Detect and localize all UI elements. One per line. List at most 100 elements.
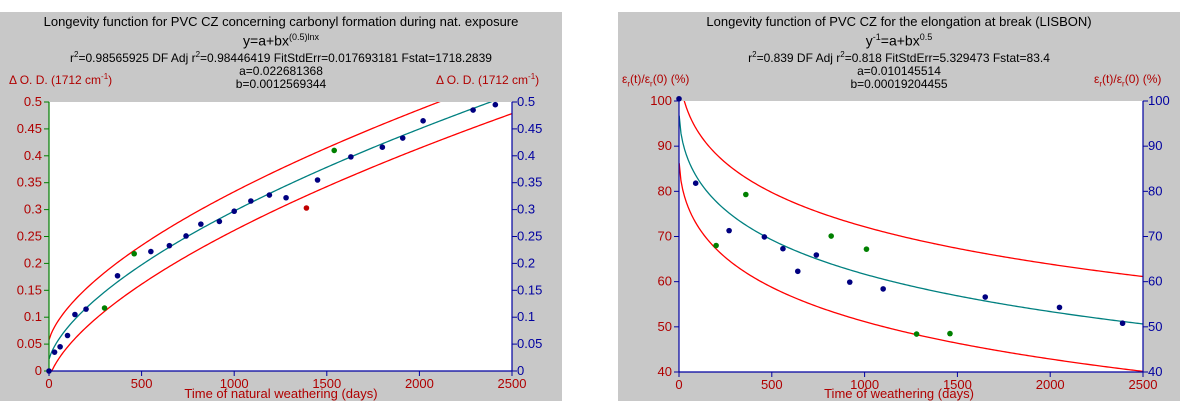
y-tick-label-left: 0.45	[17, 121, 42, 136]
x-tick-label: 1500	[312, 376, 341, 391]
outlier-point	[131, 250, 137, 257]
y-tick-label-left: 0.15	[17, 282, 42, 297]
y-tick-label-right: 0.4	[517, 148, 535, 163]
coefficient-a: a=0.022681368	[239, 64, 323, 78]
y-tick-label-right: 0.45	[517, 121, 542, 136]
fit-statistics: r2=0.98565925 DF Adj r2=0.98446419 FitSt…	[70, 50, 492, 65]
data-point	[83, 306, 89, 312]
data-point	[348, 154, 354, 160]
data-point	[51, 349, 58, 355]
y-axis-label-left: εr(t)/εr(0) (%)	[622, 72, 690, 89]
y-tick-label-right: 80	[1148, 183, 1162, 198]
y-axis-label-right: εr(t)/εr(0) (%)	[1094, 72, 1162, 89]
data-point	[761, 234, 768, 240]
y-tick-label-left: 40	[658, 364, 672, 379]
y-tick-label-right: 50	[1148, 319, 1162, 334]
data-point	[1056, 304, 1063, 311]
lower-prediction-band	[51, 113, 512, 371]
data-point	[72, 311, 78, 318]
fit-curve	[49, 102, 493, 360]
data-point	[64, 332, 71, 339]
outlier-point	[331, 147, 338, 154]
chart-panel-right: Longevity function of PVC CZ for the elo…	[618, 12, 1180, 401]
data-point	[676, 95, 682, 102]
y-tick-label-left: 0.35	[17, 175, 42, 190]
y-tick-label-left: 0.05	[17, 336, 42, 351]
chart-plot-left: 0 00.05 0.050.1 0.10.15 0.150.2 0.20.25 0.250.…	[17, 94, 543, 391]
y-axis-label-left: Δ O. D. (1712 cm-1)	[9, 72, 113, 87]
y-tick-label-left: 0.5	[24, 94, 42, 109]
data-point	[399, 135, 406, 141]
data-point	[420, 118, 426, 124]
data-point	[314, 177, 321, 183]
y-tick-label-left: 60	[658, 274, 672, 289]
data-point	[114, 272, 121, 279]
y-tick-label-left: 90	[658, 138, 672, 153]
data-point	[794, 268, 801, 275]
data-point	[198, 221, 204, 227]
plot-area	[679, 101, 1143, 372]
y-tick-label-left: 80	[658, 183, 672, 198]
data-point	[183, 233, 189, 239]
data-point	[46, 368, 52, 374]
fit-equation: y-1=a+bx0.5	[865, 32, 933, 49]
outlier-point	[101, 305, 108, 311]
coefficient-b: b=0.00019204455	[850, 77, 948, 91]
y-tick-label-right: 0.5	[517, 94, 535, 109]
chart-panel-left: Longevity function for PVC CZ concerning…	[0, 12, 562, 401]
x-tick-label: 2000	[1036, 377, 1065, 392]
data-point	[813, 252, 820, 258]
y-tick-label-left: 0.25	[17, 229, 42, 244]
x-tick-label: 500	[761, 377, 783, 392]
x-axis-label: Time of natural weathering (days)	[184, 386, 378, 401]
outlier-point	[713, 242, 719, 249]
coefficient-b: b=0.0012569344	[235, 77, 327, 91]
y-tick-label-right: 40	[1148, 364, 1162, 379]
outlier-point	[743, 191, 749, 198]
x-axis-label: Time of weathering (days)	[824, 386, 974, 401]
y-tick-label-right: 0.2	[517, 255, 535, 270]
y-tick-label-right: 90	[1148, 138, 1162, 153]
outlier-point	[828, 233, 834, 239]
outlier-point	[913, 331, 920, 337]
y-tick-label-right: 60	[1148, 274, 1162, 289]
data-point	[780, 245, 786, 252]
x-tick-label: 1000	[850, 377, 879, 392]
outlier-point	[863, 246, 870, 252]
data-point	[982, 294, 989, 300]
data-point	[492, 101, 499, 108]
data-point	[880, 286, 886, 292]
y-tick-label-right: 70	[1148, 229, 1162, 244]
y-tick-label-left: 0	[35, 363, 42, 378]
y-tick-label-right: 0.35	[517, 175, 542, 190]
fit-statistics: r2=0.839 DF Adj r2=0.818 FitStdErr=5.329…	[748, 50, 1050, 65]
coefficient-a: a=0.010145514	[857, 64, 941, 78]
y-tick-label-right: 100	[1148, 93, 1170, 108]
fit-curve	[679, 115, 1143, 325]
data-point	[1119, 320, 1126, 327]
data-point	[248, 198, 254, 204]
y-tick-label-right: 0.05	[517, 336, 542, 351]
x-tick-label: 0	[675, 377, 682, 392]
y-axis-label-right: Δ O. D. (1712 cm-1)	[436, 72, 540, 87]
upper-prediction-band	[683, 101, 1143, 278]
x-tick-label: 2500	[498, 376, 527, 391]
data-point	[846, 279, 853, 285]
data-point	[283, 194, 289, 201]
y-tick-label-left: 0.3	[24, 202, 42, 217]
y-tick-label-left: 100	[650, 93, 672, 108]
upper-prediction-band	[49, 102, 441, 340]
lower-prediction-band	[679, 163, 1143, 372]
x-tick-label: 1000	[220, 376, 249, 391]
y-tick-label-right: 0.25	[517, 229, 542, 244]
data-point	[231, 208, 237, 215]
x-tick-label: 1500	[943, 377, 972, 392]
data-point	[57, 343, 63, 350]
plot-area	[49, 102, 512, 371]
x-tick-label: 500	[131, 376, 153, 391]
x-tick-label: 2500	[1129, 377, 1158, 392]
data-point	[166, 242, 173, 249]
y-tick-label-left: 0.1	[24, 309, 42, 324]
data-point	[692, 180, 699, 186]
